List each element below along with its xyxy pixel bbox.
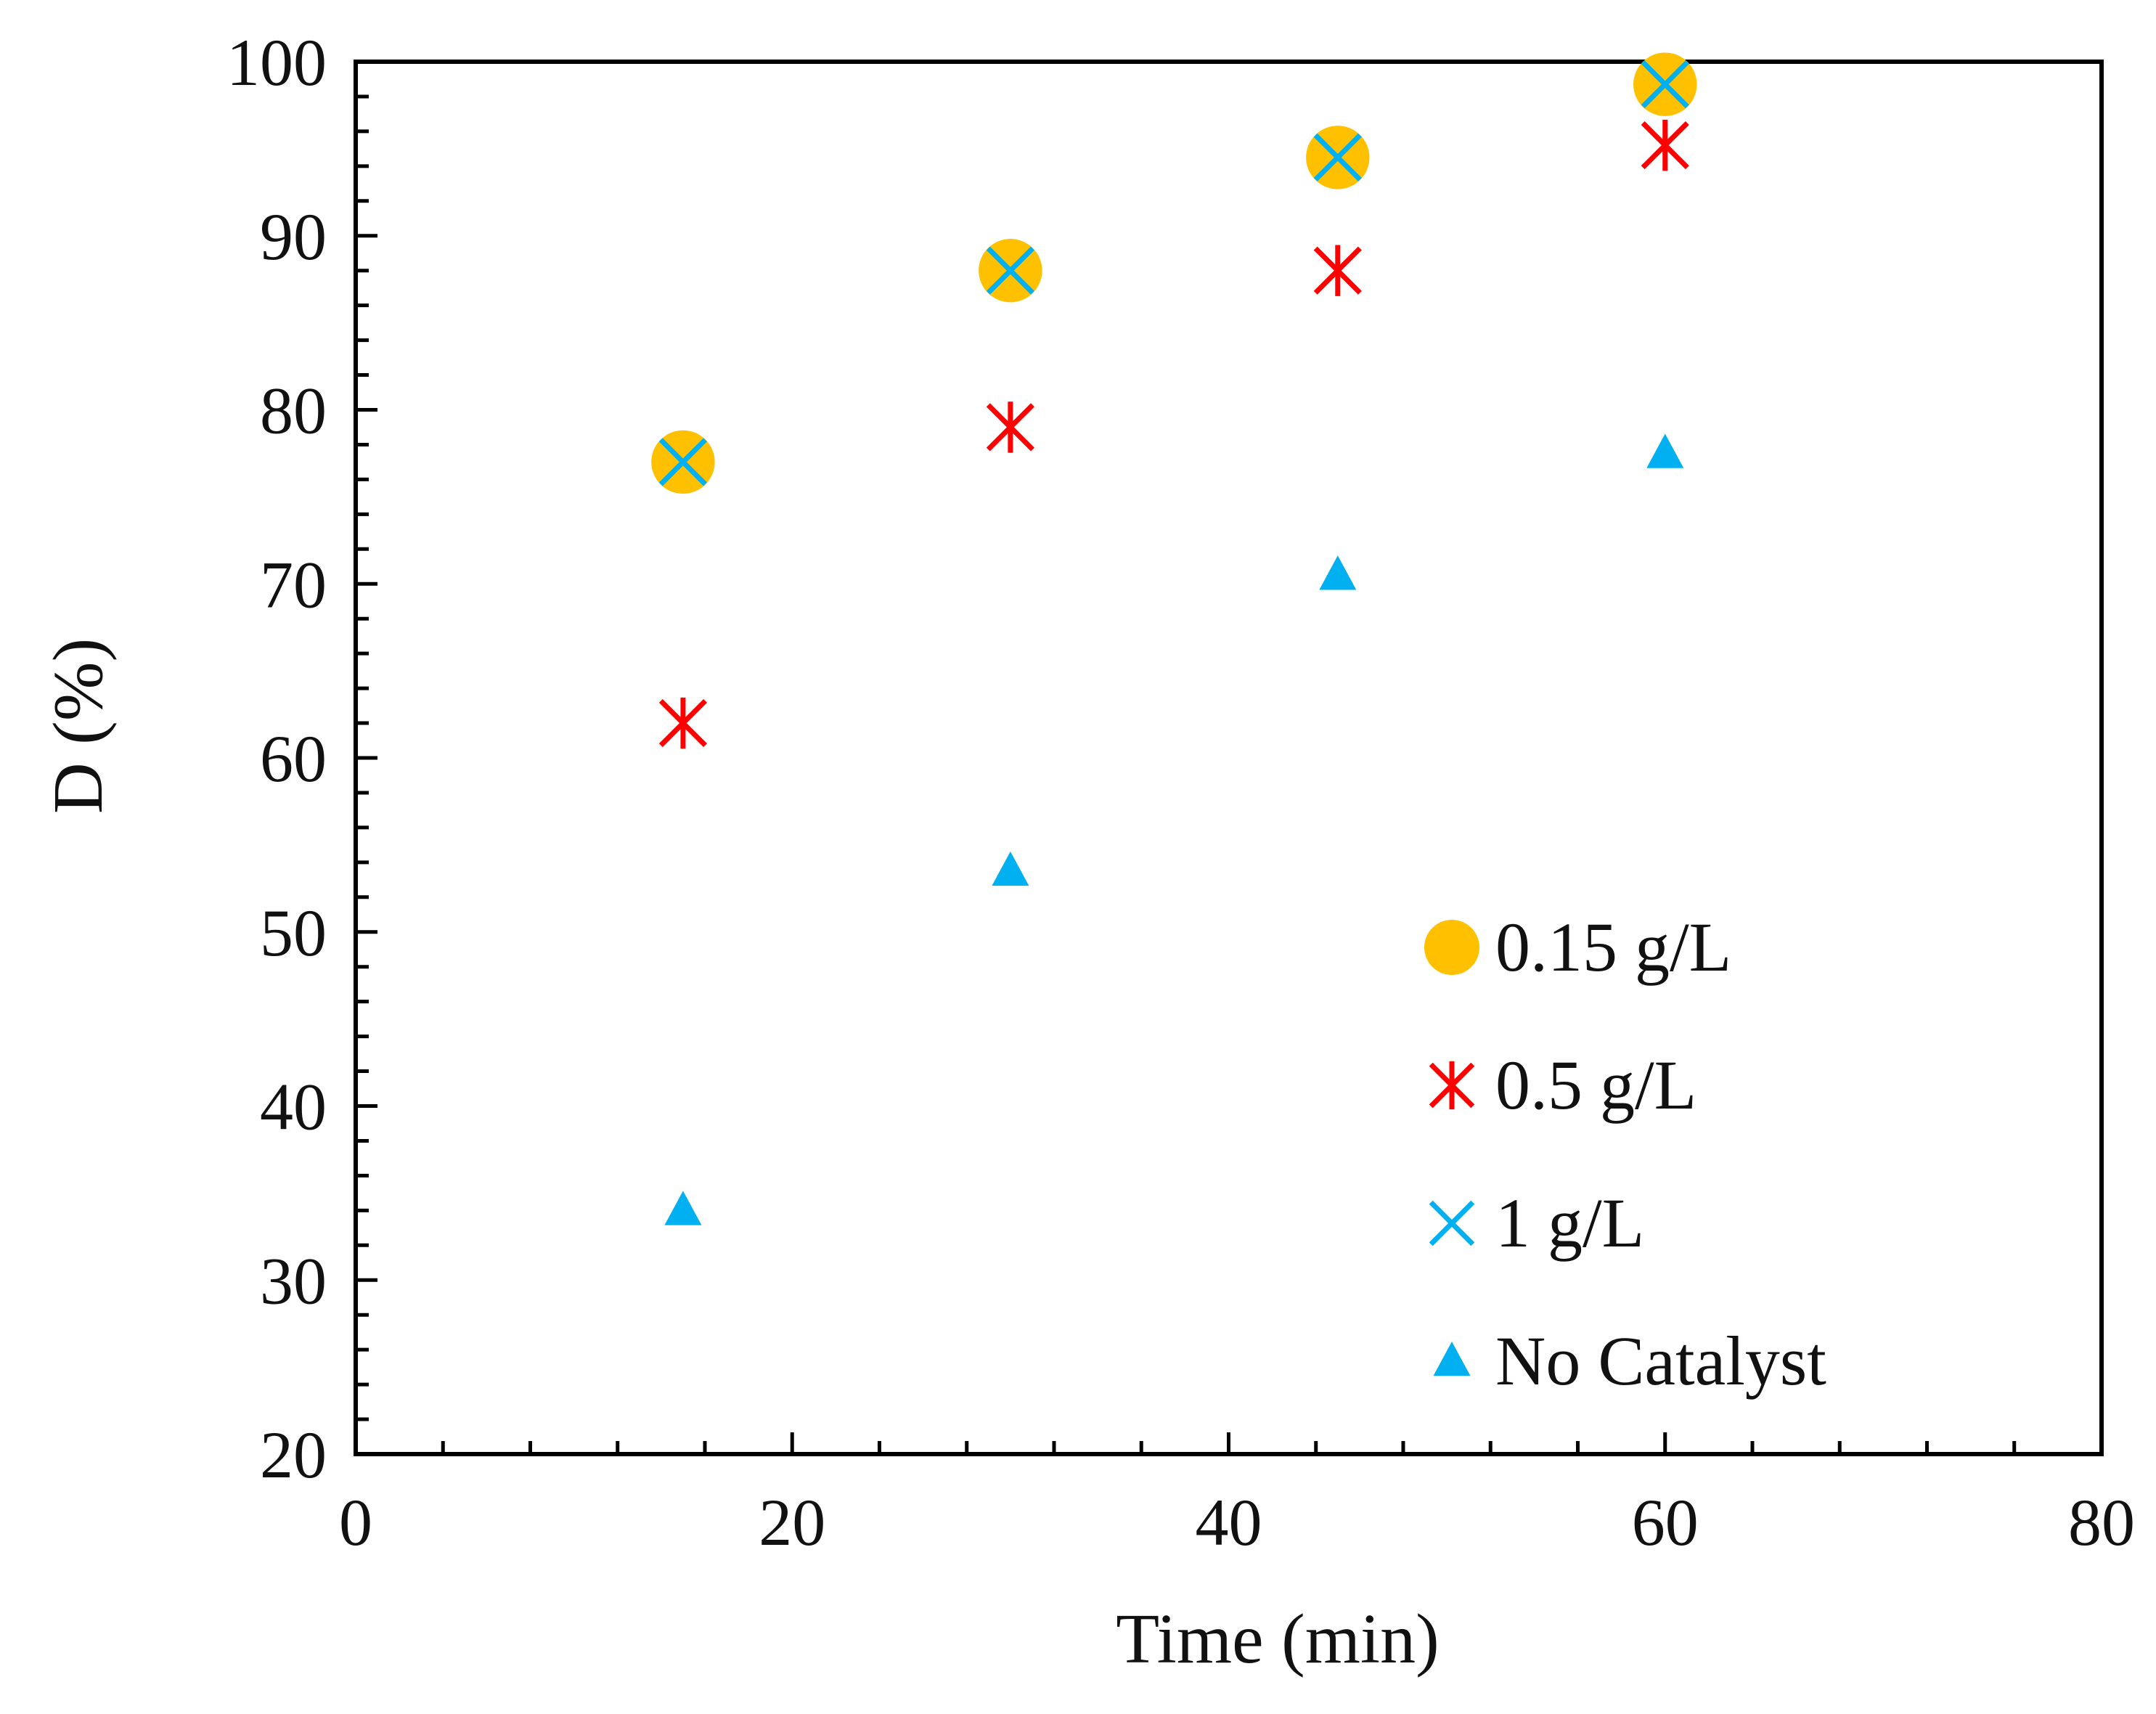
series-3 xyxy=(658,60,1689,486)
y-tick-label: 80 xyxy=(260,374,327,448)
data-point xyxy=(992,851,1029,886)
y-tick-label: 40 xyxy=(260,1070,327,1144)
y-tick-label: 20 xyxy=(260,1418,327,1492)
data-points xyxy=(651,52,1697,1225)
x-tick-label: 20 xyxy=(759,1485,825,1559)
legend: 0.15 g/L 0.5 g/L 1 g/L No Catalyst xyxy=(1424,908,1826,1400)
y-tick-label: 70 xyxy=(260,547,327,621)
x-tick-label: 0 xyxy=(339,1485,372,1559)
plot-area xyxy=(354,60,2104,1456)
data-point xyxy=(658,697,708,749)
x-axis-tick-labels: 0 20 40 60 80 xyxy=(339,1485,2135,1559)
y-axis-tick-labels: 20 30 40 50 60 70 80 90 100 xyxy=(226,25,327,1492)
data-point xyxy=(1313,245,1362,296)
legend-marker xyxy=(1429,1061,1475,1110)
y-tick-label: 50 xyxy=(260,896,327,970)
y-tick-label: 60 xyxy=(260,722,327,796)
legend-label: 0.15 g/L xyxy=(1495,908,1731,986)
data-point xyxy=(986,401,1034,453)
data-point xyxy=(658,438,708,486)
y-tick-label: 100 xyxy=(226,25,327,99)
legend-label: 0.5 g/L xyxy=(1495,1046,1696,1124)
x-axis-ticks xyxy=(354,1432,2104,1454)
y-tick-label: 30 xyxy=(260,1244,327,1318)
legend-label: 1 g/L xyxy=(1495,1184,1644,1262)
data-point xyxy=(1641,60,1689,109)
y-axis-ticks xyxy=(356,60,377,1456)
data-point xyxy=(664,1191,702,1225)
legend-marker xyxy=(1429,1200,1475,1246)
legend-label: No Catalyst xyxy=(1495,1322,1826,1400)
x-axis-title: Time (min) xyxy=(1116,1600,1440,1678)
legend-marker xyxy=(1433,1342,1471,1376)
x-tick-label: 80 xyxy=(2068,1485,2135,1559)
y-axis-title: D (%) xyxy=(39,638,118,814)
data-point xyxy=(986,246,1034,295)
legend-marker xyxy=(1424,920,1479,975)
data-point xyxy=(1319,555,1357,590)
data-point xyxy=(1313,133,1362,181)
series-2 xyxy=(658,119,1689,749)
series-4 xyxy=(664,433,1684,1225)
x-tick-label: 60 xyxy=(1632,1485,1699,1559)
x-tick-label: 40 xyxy=(1196,1485,1262,1559)
y-tick-label: 90 xyxy=(260,200,327,274)
data-point xyxy=(1641,119,1689,171)
data-point xyxy=(1646,433,1684,468)
